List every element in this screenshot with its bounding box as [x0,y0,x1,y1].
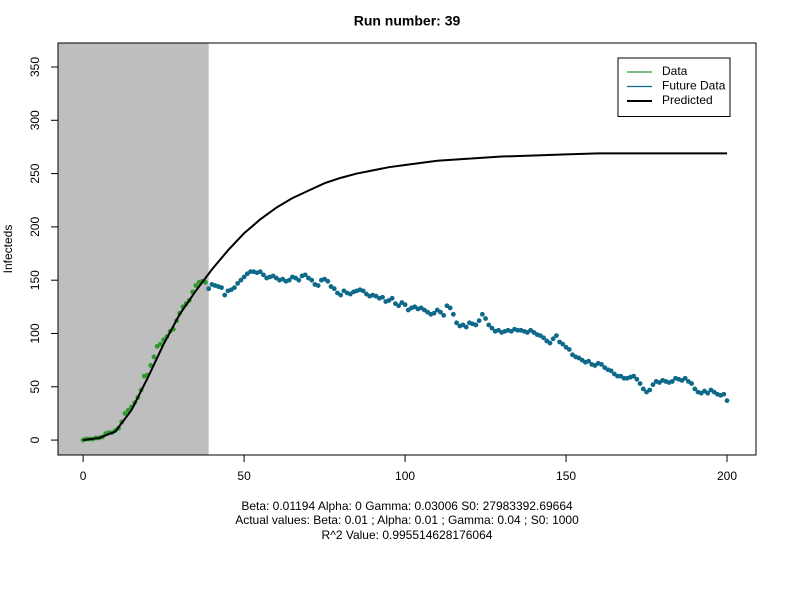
data-point [608,368,614,374]
data-point [389,295,395,301]
y-tick-label: 0 [28,436,42,443]
x-tick-label: 150 [556,469,576,483]
legend-box [617,57,731,117]
data-point [235,280,241,286]
data-point [547,340,553,346]
y-tick-label: 150 [28,270,42,290]
data-point [682,375,688,381]
y-tick-label: 200 [28,217,42,237]
data-point [157,341,163,347]
data-point [647,387,653,393]
data-point [454,320,459,326]
data-point [315,283,321,288]
data-point [206,286,212,292]
data-point [669,379,675,384]
data-point [721,391,727,397]
y-tick-label: 50 [28,380,42,394]
data-point [396,303,402,309]
data-point [689,381,695,386]
data-point [331,286,337,292]
x-tick-label: 0 [80,469,87,483]
data-point [360,288,366,294]
data-point [640,386,646,392]
chart-title: Run number: 39 [354,13,461,29]
data-point [222,292,228,298]
data-point [463,324,469,330]
data-point [193,283,199,288]
data-point [232,285,237,291]
data-point [296,277,302,283]
y-tick-label: 250 [28,163,42,183]
data-point [302,272,308,278]
data-point [473,322,479,328]
data-point [402,302,408,308]
legend-label: Future Data [662,79,726,93]
note: Beta: 0.01194 Alpha: 0 Gamma: 0.03006 S0… [241,499,573,513]
data-point [650,382,656,388]
data-point [724,398,730,404]
data-point [380,294,385,300]
shaded-region [58,43,209,455]
data-point [309,277,315,283]
data-point [261,272,266,278]
data-point [325,278,331,284]
data-point [553,333,559,339]
data-point [238,277,244,283]
data-point [550,336,556,342]
plot-frame [57,42,757,456]
data-point [338,292,344,298]
data-point [450,311,456,317]
data-line [82,152,728,442]
data-point [634,376,640,382]
data-point [541,335,546,341]
y-tick-label: 300 [28,110,42,130]
data-point [479,311,485,317]
data-point [447,305,453,311]
note: Actual values: Beta: 0.01 ; Alpha: 0.01 … [235,513,579,527]
y-tick-label: 100 [28,323,42,343]
note: R^2 Value: 0.995514628176064 [322,528,493,542]
data-point [489,325,495,331]
data-point [219,285,224,291]
data-point [257,269,263,275]
y-tick-label: 350 [28,57,42,77]
data-point [705,390,711,396]
legend-label: Data [662,64,688,78]
legend-label: Predicted [662,93,713,107]
data-point [476,318,482,324]
data-point [122,411,128,416]
x-tick-label: 200 [717,469,737,483]
data-point [431,310,437,316]
data-point [631,373,637,379]
data-point [637,381,643,386]
data-point [692,386,698,392]
data-point [566,347,572,352]
data-point [599,361,604,367]
data-point [586,358,591,364]
data-point [151,354,157,360]
data-point [486,322,492,328]
data-point [241,274,247,280]
data-point [286,277,292,283]
data-point [441,312,447,318]
data-point [483,316,488,321]
x-tick-label: 50 [237,469,251,483]
data-point [560,341,566,347]
data-point [438,309,443,315]
y-axis-label: Infecteds [1,225,15,274]
x-tick-label: 100 [395,469,415,483]
